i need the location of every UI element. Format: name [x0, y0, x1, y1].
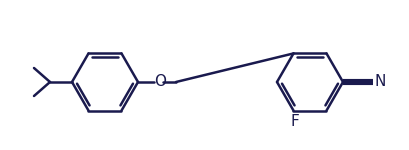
Text: F: F [290, 114, 298, 129]
Text: N: N [373, 75, 385, 90]
Text: O: O [154, 75, 166, 90]
